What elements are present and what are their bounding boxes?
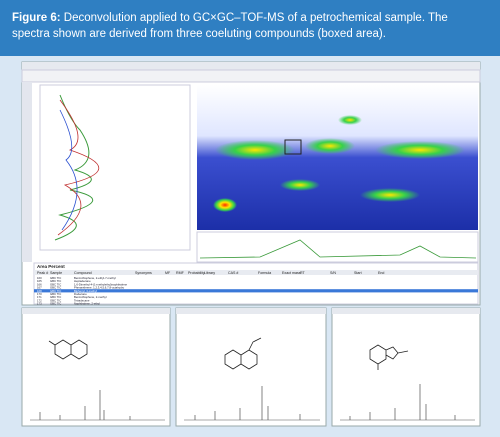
cell: GBC TIC <box>50 276 61 280</box>
cell: GBC TIC <box>50 298 61 302</box>
cell: Benzothiophene, 2-ethyl-7-methyl <box>74 276 116 280</box>
cell: GBC TIC <box>50 292 61 296</box>
column-header: Probability <box>188 271 205 275</box>
side-bar <box>22 82 32 262</box>
selected-row <box>34 289 478 293</box>
panel-title-bar <box>176 308 326 314</box>
cell: 168 <box>37 289 42 293</box>
structures <box>48 337 409 370</box>
spectrum-panel <box>175 307 327 427</box>
cell: GBC TIC <box>50 286 61 290</box>
cell: 160 <box>37 276 42 280</box>
cell: 171 <box>37 295 42 299</box>
header-row <box>34 270 478 275</box>
column-header: Exact mass <box>282 271 301 275</box>
toolbar <box>21 69 481 83</box>
cell: 173 <box>37 302 42 306</box>
cell: 166 <box>37 282 42 286</box>
blob <box>280 179 320 191</box>
cell: 172 <box>37 298 42 302</box>
trace <box>199 239 477 259</box>
cell: 165 <box>37 279 42 283</box>
cell: 1,6-Dimethyl-4-(1-methylethyl)naphthalen… <box>74 282 127 286</box>
cell: 170 <box>37 292 42 296</box>
column-header: MF <box>165 271 171 275</box>
column-header: Library <box>204 271 215 275</box>
caption-band: Figure 6: Deconvolution applied to GC×GC… <box>0 0 500 56</box>
peak-table <box>33 262 479 305</box>
cell: GBC TIC <box>50 302 61 306</box>
table-title: Area Percent <box>37 264 65 269</box>
cell: Phenanthrene, 1,2,3,4,5,6,7,8-octahydro <box>74 286 125 290</box>
cell: GBC TIC <box>50 282 61 286</box>
trace <box>57 99 100 236</box>
column-header: S/N <box>330 271 336 275</box>
column-header: Start <box>354 271 362 275</box>
column-header: Peak # <box>37 271 48 275</box>
blob <box>213 198 237 212</box>
blob <box>360 188 420 202</box>
trace <box>54 94 93 241</box>
blob <box>305 138 355 154</box>
title-bar <box>22 62 480 70</box>
spectrum-panel <box>21 307 171 427</box>
column-header: CAS # <box>228 271 238 275</box>
panel-title-bar <box>332 308 480 314</box>
column-header: End <box>378 271 384 275</box>
figure-caption: Deconvolution applied to GC×GC–TOF-MS of… <box>12 12 448 40</box>
cell: Biphenyl, 3-methyl <box>74 289 97 293</box>
blob <box>338 115 362 125</box>
cell: Naphthalene, 2-ethyl <box>74 302 100 306</box>
column-header: Compound <box>74 271 92 275</box>
cell: Heptadecane <box>74 279 91 283</box>
column-header: Sample <box>50 271 62 275</box>
column-header: RMF <box>176 271 185 275</box>
spectrum-sticks <box>39 384 456 420</box>
spectrum-panel <box>331 307 481 427</box>
column-header: Synonyms <box>135 271 152 275</box>
column-header: Formula <box>258 271 271 275</box>
cell: Tetradecane <box>74 298 90 302</box>
panel-title-bar <box>22 308 170 314</box>
cell: Benzothiophene, 2-methyl <box>74 295 107 299</box>
cell: 167 <box>37 286 42 290</box>
column-header: RT <box>300 271 306 275</box>
figure-label: Figure 6: <box>12 12 61 24</box>
cell: GBC TIC <box>50 289 61 293</box>
trace <box>59 109 78 231</box>
cell: GBC TIC <box>50 295 61 299</box>
cell: Dodecane <box>74 292 87 296</box>
blob <box>215 140 295 160</box>
boxed-area <box>284 139 302 155</box>
blob <box>375 141 465 159</box>
cell: GBC TIC <box>50 279 61 283</box>
chromatogram-panel <box>39 84 191 251</box>
